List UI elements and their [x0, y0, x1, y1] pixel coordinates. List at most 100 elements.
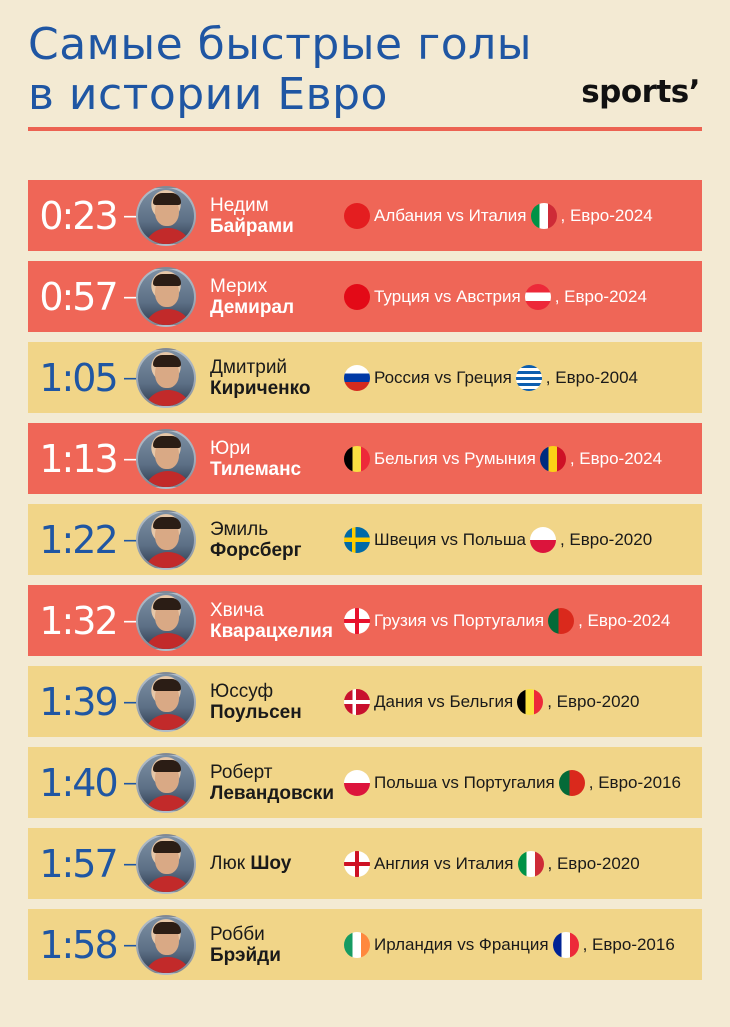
dash-separator: – — [124, 363, 138, 391]
player-name: Дмитрий Кириченко — [210, 357, 344, 399]
turkey-flag-icon — [344, 283, 370, 310]
poland-flag-icon — [344, 769, 370, 796]
goal-time: 1:57 — [39, 841, 118, 886]
player-first-name: Недим — [210, 194, 269, 216]
dash-separator: – — [124, 282, 138, 310]
player-first-name: Юри — [210, 437, 251, 459]
match-info: Польша vs Португалия , Евро-2016 — [344, 769, 681, 796]
player-last-name: Кириченко — [210, 377, 311, 399]
player-name: Юссуф Поульсен — [210, 681, 344, 723]
match-info: Англия vs Италия , Евро-2020 — [344, 850, 640, 877]
dash-separator: – — [124, 525, 138, 553]
denmark-flag-icon — [344, 688, 370, 715]
romania-flag-icon — [539, 445, 566, 472]
france-flag-icon — [552, 931, 579, 958]
tournament: , Евро-2024 — [554, 286, 647, 306]
match-teams: Швеция vs Польша — [374, 529, 526, 549]
player-last-name: Левандовски — [210, 782, 335, 804]
player-photo — [136, 509, 196, 570]
goal-time: 0:57 — [39, 274, 118, 319]
dash-separator: – — [124, 768, 138, 796]
title-line-1: Самые быстрые голы — [28, 19, 532, 70]
title-divider — [28, 127, 702, 131]
greece-flag-icon — [515, 364, 542, 391]
goal-row: 1:57– Люк Шоу Англия vs Италия , Евро-2020 — [28, 828, 702, 899]
title-line-2: в истории Евро — [28, 69, 388, 120]
player-name: Мерих Демирал — [210, 276, 344, 318]
player-last-name: Демирал — [210, 296, 295, 318]
player-name: Недим Байрами — [210, 195, 344, 237]
player-first-name: Роберт — [210, 761, 273, 783]
player-photo — [136, 347, 196, 408]
tournament: , Евро-2004 — [545, 367, 639, 387]
austria-flag-icon — [524, 283, 551, 310]
match-info: Дания vs Бельгия , Евро-2020 — [344, 688, 640, 715]
player-name: Люк Шоу — [210, 853, 344, 874]
goal-time: 0:23 — [39, 193, 118, 238]
goal-row: 1:39– Юссуф Поульсен Дания vs Бельгия , Евро… — [28, 666, 702, 737]
match-teams: Англия vs Италия — [374, 853, 514, 873]
goal-time: 1:05 — [39, 355, 118, 400]
sports-logo: sports’ — [581, 74, 700, 110]
player-photo — [136, 185, 196, 246]
page-title: Самые быстрые голы в истории Евро — [28, 20, 532, 120]
player-last-name: Байрами — [210, 215, 294, 237]
match-info: Бельгия vs Румыния , Евро-2024 — [344, 445, 662, 472]
player-first-name: Люк — [210, 853, 246, 874]
tournament: , Евро-2024 — [578, 610, 671, 630]
dash-separator: – — [124, 606, 138, 634]
goal-time: 1:39 — [39, 679, 118, 724]
player-last-name: Брэйди — [210, 944, 281, 966]
match-teams: Ирландия vs Франция — [374, 934, 549, 954]
goal-time: 1:32 — [39, 598, 118, 643]
dash-separator: – — [124, 444, 138, 472]
goal-row: 1:13– Юри Тилеманс Бельгия vs Румыния , Евро… — [28, 423, 702, 494]
goal-row: 1:32– Хвича Кварацхелия Грузия vs Португали… — [28, 585, 702, 656]
player-first-name: Дмитрий — [210, 356, 288, 378]
goal-time: 1:13 — [39, 436, 118, 481]
tournament: , Евро-2024 — [560, 205, 653, 225]
player-last-name: Форсберг — [210, 539, 302, 561]
portugal-flag-icon — [548, 607, 575, 634]
england-flag-icon — [344, 850, 370, 877]
player-last-name: Тилеманс — [210, 458, 302, 480]
player-first-name: Юссуф — [210, 680, 274, 702]
goal-row: 1:40– Роберт Левандовски Польша vs Португал… — [28, 747, 702, 818]
player-first-name: Мерих — [210, 275, 268, 297]
goal-row: 1:22– Эмиль Форсберг Швеция vs Польша , Евро… — [28, 504, 702, 575]
player-photo — [136, 914, 196, 975]
sweden-flag-icon — [344, 526, 370, 553]
albania-flag-icon — [344, 202, 370, 229]
ireland-flag-icon — [344, 931, 370, 958]
player-photo — [136, 590, 196, 651]
match-info: Албания vs Италия , Евро-2024 — [344, 202, 653, 229]
match-teams: Грузия vs Португалия — [374, 610, 545, 630]
tournament: , Евро-2016 — [582, 934, 675, 954]
match-info: Россия vs Греция , Евро-2004 — [344, 364, 639, 391]
italy-flag-icon — [530, 202, 557, 229]
player-first-name: Эмиль — [210, 518, 269, 540]
player-first-name: Хвича — [210, 599, 264, 621]
georgia-flag-icon — [344, 607, 370, 634]
match-teams: Албания vs Италия — [374, 205, 527, 225]
tournament: , Евро-2016 — [588, 772, 681, 792]
tournament: , Евро-2020 — [547, 691, 640, 711]
player-last-name: Шоу — [250, 853, 292, 874]
portugal-flag-icon — [558, 769, 585, 796]
goal-row: 1:58– Робби Брэйди Ирландия vs Франция , Евр… — [28, 909, 702, 980]
dash-separator: – — [124, 687, 138, 715]
poland-flag-icon — [529, 526, 556, 553]
match-info: Грузия vs Португалия , Евро-2024 — [344, 607, 671, 634]
tournament: , Евро-2020 — [559, 529, 653, 549]
player-last-name: Кварацхелия — [210, 620, 333, 642]
italy-flag-icon — [517, 850, 544, 877]
goal-time: 1:58 — [39, 922, 118, 967]
tournament: , Евро-2020 — [547, 853, 640, 873]
match-info: Турция vs Австрия , Евро-2024 — [344, 283, 647, 310]
dash-separator: – — [124, 849, 138, 877]
player-name: Роберт Левандовски — [210, 762, 344, 804]
goal-row: 0:57– Мерих Демирал Турция vs Австрия , Евро… — [28, 261, 702, 332]
match-info: Ирландия vs Франция , Евро-2016 — [344, 931, 675, 958]
player-photo — [136, 833, 196, 894]
match-teams: Польша vs Португалия — [374, 772, 555, 792]
